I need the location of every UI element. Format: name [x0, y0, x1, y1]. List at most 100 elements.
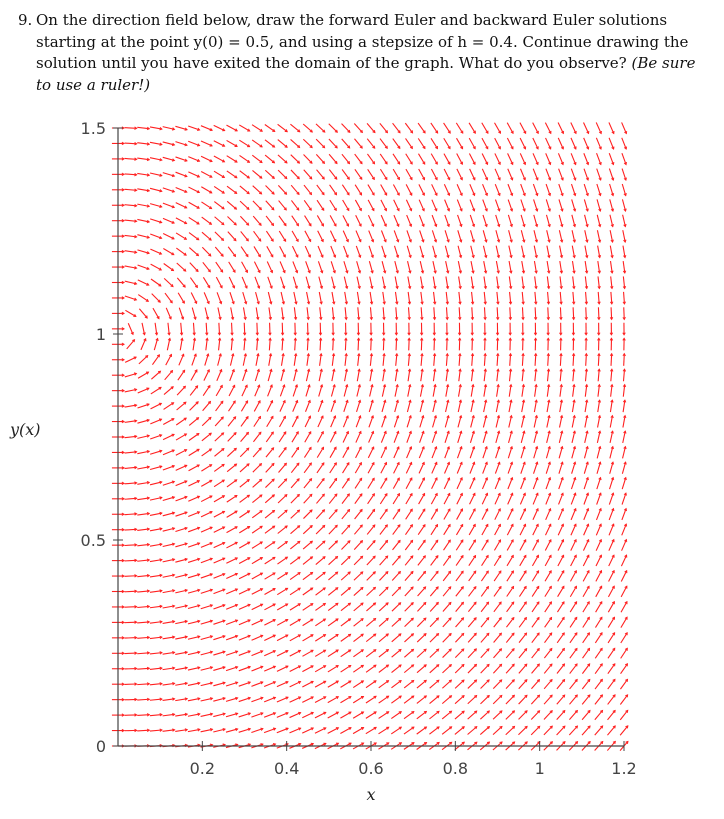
slope-segment: [583, 648, 590, 658]
slope-segment: [216, 277, 222, 288]
slope-segment: [545, 123, 550, 134]
slope-segment: [240, 495, 250, 502]
slope-segment: [354, 541, 362, 550]
slope-segment: [277, 604, 288, 610]
slope-segment: [342, 139, 350, 148]
slope-segment: [508, 153, 513, 164]
slope-segment: [201, 512, 212, 517]
slope-segment: [203, 401, 211, 410]
slope-segment: [354, 556, 363, 565]
slope-segment: [215, 247, 223, 256]
slope-segment: [215, 232, 224, 241]
slope-segment: [480, 695, 489, 703]
slope-segment: [532, 617, 539, 627]
slope-segment: [305, 246, 310, 257]
slope-segment: [406, 138, 413, 148]
slope-segment: [176, 434, 186, 440]
slope-segment: [330, 463, 337, 473]
slope-segment: [290, 650, 301, 656]
slope-segment: [304, 200, 311, 210]
slope-segment: [447, 307, 448, 319]
slope-segment: [230, 292, 234, 304]
slope-segment: [368, 200, 374, 211]
slope-segment: [558, 123, 563, 134]
slope-segment: [302, 697, 313, 702]
slope-segment: [277, 651, 288, 656]
slope-segment: [405, 556, 413, 565]
slope-segment: [534, 462, 538, 474]
slope-segment: [303, 572, 313, 579]
slope-segment: [430, 571, 438, 580]
slope-segment: [125, 357, 136, 362]
slope-segment: [444, 493, 450, 504]
slope-segment: [455, 696, 464, 704]
slope-segment: [558, 524, 563, 535]
slope-segment: [506, 695, 514, 704]
slope-segment: [470, 215, 474, 227]
slope-segment: [318, 400, 322, 411]
slope-segment: [343, 463, 349, 473]
slope-segment: [226, 558, 237, 563]
slope-segment: [138, 265, 149, 269]
slope-segment: [393, 540, 401, 550]
slope-segment: [367, 509, 374, 519]
slope-segment: [621, 571, 626, 582]
slope-segment: [239, 511, 249, 518]
slope-segment: [163, 434, 174, 439]
slope-segment: [394, 447, 399, 458]
slope-segment: [620, 726, 628, 735]
slope-segment: [443, 571, 450, 581]
slope-segment: [379, 650, 389, 658]
slope-segment: [419, 215, 423, 226]
slope-segment: [188, 126, 199, 130]
slope-segment: [558, 138, 563, 149]
slope-segment: [242, 277, 247, 288]
slope-segment: [419, 447, 424, 458]
slope-segment: [430, 649, 439, 657]
slope-segment: [469, 509, 475, 520]
slope-segment: [571, 478, 575, 489]
slope-segment: [459, 307, 460, 319]
slope-segment: [255, 277, 259, 288]
slope-segment: [315, 697, 326, 703]
slope-segment: [533, 169, 538, 180]
slope-segment: [317, 479, 324, 489]
slope-segment: [251, 682, 262, 686]
slope-segment: [369, 246, 373, 258]
slope-segment: [163, 450, 174, 455]
slope-segment: [315, 681, 326, 687]
slope-segment: [240, 216, 248, 225]
slope-segment: [381, 230, 385, 241]
y-tick-label: 1: [96, 325, 106, 344]
slope-segment: [455, 711, 464, 719]
slope-segment: [393, 525, 400, 535]
slope-segment: [380, 139, 387, 149]
slope-segment: [227, 156, 237, 162]
slope-segment: [295, 338, 296, 350]
slope-segment: [522, 354, 523, 366]
slope-segment: [188, 512, 199, 517]
slope-segment: [456, 138, 462, 148]
slope-segment: [343, 215, 349, 226]
slope-segment: [188, 528, 199, 532]
slope-segment: [239, 620, 250, 625]
slope-segment: [571, 540, 576, 551]
x-tick-label: 1.2: [611, 759, 636, 778]
slope-segment: [214, 156, 225, 162]
slope-segment: [468, 618, 476, 627]
slope-segment: [368, 185, 374, 195]
slope-segment: [328, 572, 337, 580]
slope-segment: [342, 478, 349, 488]
slope-segment: [165, 371, 173, 380]
slope-segment: [164, 403, 174, 410]
slope-segment: [344, 246, 348, 257]
slope-segment: [151, 371, 160, 379]
slope-segment: [331, 246, 336, 257]
slope-segment: [306, 400, 311, 411]
slope-segment: [163, 188, 175, 192]
slope-segment: [546, 509, 551, 520]
slope-segment: [444, 184, 449, 195]
slope-segment: [252, 542, 262, 548]
slope-segment: [328, 603, 338, 610]
slope-segment: [265, 557, 275, 564]
